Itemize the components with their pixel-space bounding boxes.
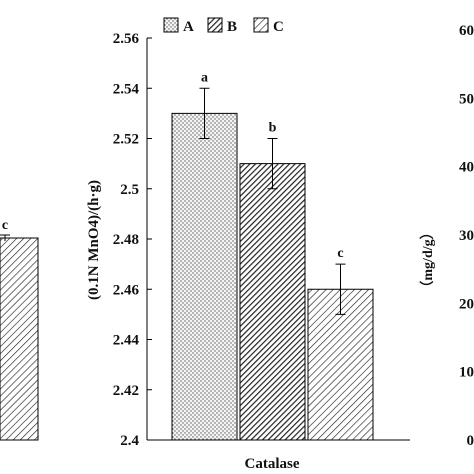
legend-label-b: B <box>227 19 237 35</box>
right-partial-y-ticks: 0 10 20 30 40 50 60 <box>459 23 474 449</box>
significance-label-b: b <box>269 121 277 136</box>
x-axis-label: Catalase <box>245 456 300 472</box>
y-axis-label: (0.1N MnO4)/(h·g) <box>86 180 102 300</box>
significance-label-a: a <box>201 70 208 85</box>
right-y-tick-label: 50 <box>459 91 474 107</box>
significance-label-c: c <box>337 246 343 261</box>
y-axis-ticks: 2.4 2.42 2.44 2.46 2.48 2.5 2.52 2.54 2.56 <box>113 31 152 449</box>
right-y-tick-label: 40 <box>459 160 474 176</box>
legend-label-c: C <box>273 19 284 35</box>
legend: A B C <box>163 17 284 35</box>
right-partial-panel: （mg/d/g） 0 10 20 30 40 50 60 <box>420 23 474 449</box>
legend-swatch-b <box>207 17 223 33</box>
legend-swatch-c <box>253 17 269 33</box>
y-tick-label: 2.52 <box>113 132 139 148</box>
y-tick-label: 2.4 <box>120 433 139 449</box>
left-partial-panel: c <box>0 218 39 441</box>
y-tick-label: 2.46 <box>113 282 140 298</box>
right-y-tick-label: 10 <box>459 365 474 381</box>
right-partial-y-axis-label: （mg/d/g） <box>420 225 436 294</box>
right-y-tick-label: 30 <box>459 228 474 244</box>
bar-a <box>171 112 238 441</box>
right-y-tick-label: 60 <box>459 23 474 39</box>
legend-swatch-a <box>163 17 179 33</box>
y-tick-label: 2.48 <box>113 232 139 248</box>
legend-label-a: A <box>183 19 194 35</box>
bar-b <box>239 163 306 441</box>
main-panel: 2.4 2.42 2.44 2.46 2.48 2.5 2.52 2.54 2.56 a b c (… <box>86 17 410 472</box>
y-tick-label: 2.42 <box>113 383 139 399</box>
y-tick-label: 2.54 <box>113 81 140 97</box>
left-partial-sig-label: c <box>2 218 8 233</box>
y-tick-label: 2.56 <box>113 31 140 47</box>
y-tick-label: 2.5 <box>120 182 139 198</box>
right-y-tick-label: 20 <box>459 296 474 312</box>
right-y-tick-label: 0 <box>467 433 474 449</box>
bars-group: a b c <box>171 70 374 441</box>
left-partial-bar <box>0 237 39 441</box>
y-tick-label: 2.44 <box>113 333 140 349</box>
